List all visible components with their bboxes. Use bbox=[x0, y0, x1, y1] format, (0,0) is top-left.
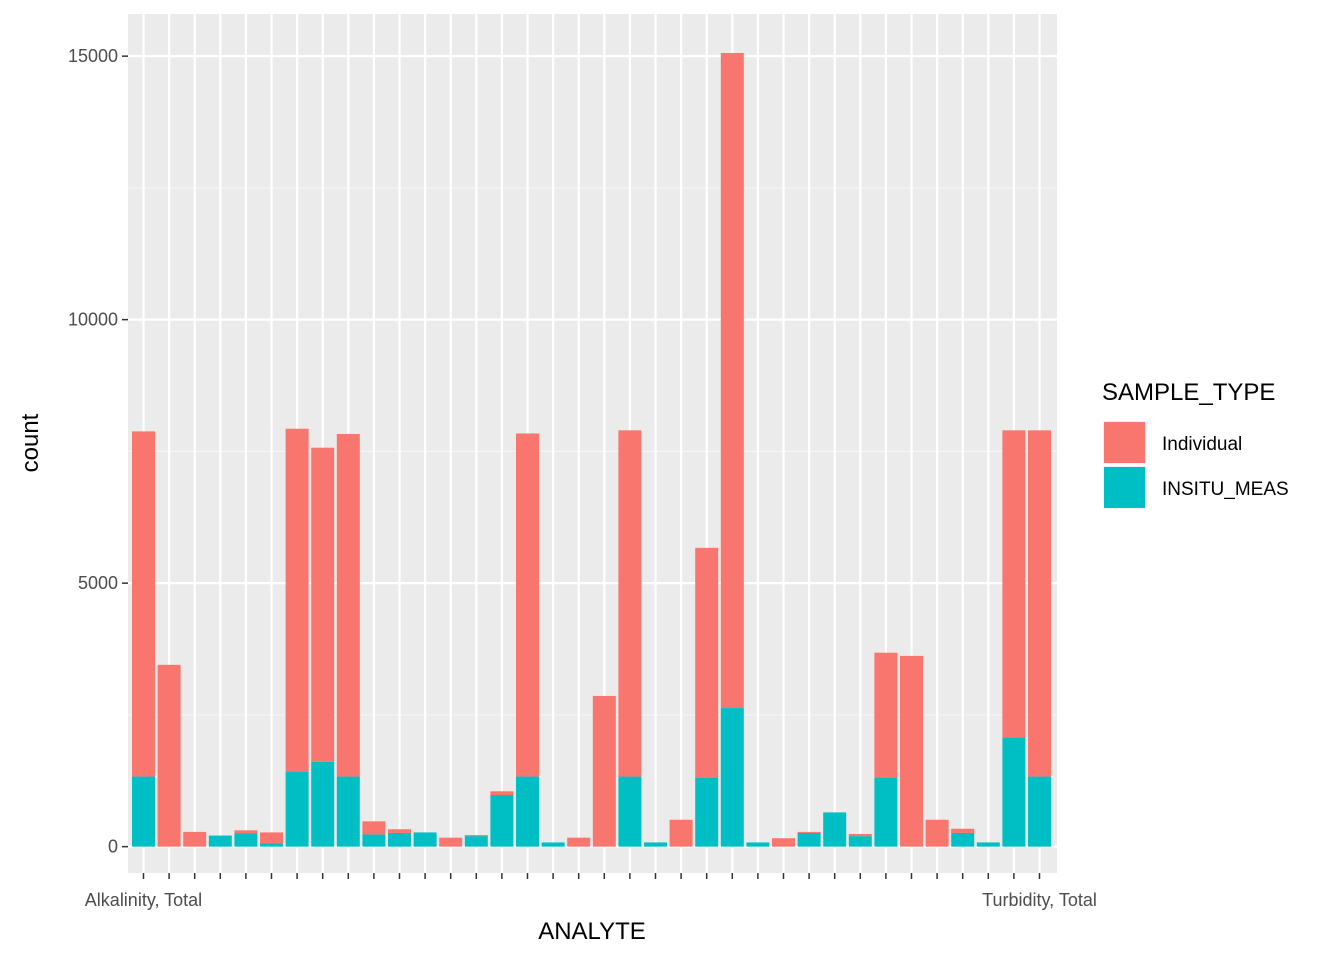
legend-key bbox=[1104, 422, 1145, 463]
bar-insitu-meas bbox=[208, 835, 232, 847]
bar-insitu-meas bbox=[388, 832, 411, 847]
legend-label: Individual bbox=[1162, 434, 1242, 455]
legend: SAMPLE_TYPE Individual INSITU_MEAS bbox=[1102, 379, 1289, 509]
bar-insitu-meas bbox=[644, 842, 667, 847]
bar-insitu-meas bbox=[490, 795, 514, 847]
bar-individual bbox=[388, 829, 411, 833]
bar-individual bbox=[132, 431, 155, 777]
bar-individual bbox=[311, 447, 335, 762]
bar-insitu-meas bbox=[413, 832, 437, 847]
x-tick-label: Turbidity, Total bbox=[982, 890, 1097, 910]
bar-insitu-meas bbox=[516, 776, 539, 847]
bar-individual bbox=[567, 837, 591, 847]
bar-individual bbox=[925, 819, 949, 847]
bar-insitu-meas bbox=[848, 836, 872, 847]
bar-insitu-meas bbox=[695, 777, 719, 847]
bar-insitu-meas bbox=[797, 832, 821, 847]
bar-individual bbox=[490, 791, 514, 796]
bar-insitu-meas bbox=[618, 776, 642, 847]
bar-insitu-meas bbox=[362, 834, 386, 847]
legend-label: INSITU_MEAS bbox=[1162, 479, 1289, 500]
bar-individual bbox=[772, 838, 795, 847]
bar-individual bbox=[669, 819, 693, 847]
bar-individual bbox=[464, 835, 488, 837]
bar-insitu-meas bbox=[1028, 776, 1051, 847]
y-axis: 0 5000 10000 15000 bbox=[68, 46, 128, 857]
bar-insitu-meas bbox=[336, 776, 360, 847]
x-tick-label: Alkalinity, Total bbox=[85, 890, 202, 910]
bar-insitu-meas bbox=[541, 842, 565, 847]
bar-individual bbox=[516, 433, 539, 777]
bar-insitu-meas bbox=[823, 812, 847, 847]
bar-insitu-meas bbox=[874, 777, 898, 847]
bar-individual bbox=[951, 828, 975, 833]
bar-individual bbox=[336, 434, 360, 777]
bar-individual bbox=[592, 695, 616, 847]
bar-individual bbox=[874, 652, 898, 778]
bar-insitu-meas bbox=[720, 708, 744, 847]
bar-insitu-meas bbox=[260, 843, 283, 847]
bar-individual bbox=[285, 428, 309, 772]
bar-individual bbox=[183, 831, 207, 847]
bar-individual bbox=[618, 430, 642, 777]
bar-insitu-meas bbox=[234, 833, 258, 847]
y-tick-label: 10000 bbox=[68, 310, 118, 330]
y-axis-title: count bbox=[17, 413, 44, 472]
bar-individual bbox=[797, 831, 821, 833]
bar-individual bbox=[1028, 430, 1051, 777]
bar-individual bbox=[720, 52, 744, 709]
bar-insitu-meas bbox=[132, 776, 155, 847]
bar-individual bbox=[362, 821, 386, 835]
bar-insitu-meas bbox=[1002, 737, 1026, 847]
bar-insitu-meas bbox=[285, 771, 309, 847]
bar-insitu-meas bbox=[464, 836, 488, 847]
bar-individual bbox=[1002, 430, 1026, 738]
x-axis-title: ANALYTE bbox=[538, 918, 646, 945]
bar-individual bbox=[900, 655, 923, 847]
y-tick-label: 15000 bbox=[68, 46, 118, 66]
bar-insitu-meas bbox=[976, 842, 1000, 847]
bar-insitu-meas bbox=[311, 761, 335, 847]
bar-insitu-meas bbox=[951, 832, 975, 847]
bar-individual bbox=[234, 830, 258, 834]
bars bbox=[132, 52, 1051, 847]
x-axis: Alkalinity, Total Turbidity, Total bbox=[85, 873, 1097, 910]
bar-insitu-meas bbox=[746, 842, 770, 847]
bar-individual bbox=[695, 547, 719, 778]
bar-individual bbox=[439, 837, 463, 847]
bar-individual bbox=[848, 834, 872, 837]
legend-key bbox=[1104, 467, 1145, 508]
bar-individual bbox=[260, 832, 283, 844]
y-tick-label: 0 bbox=[108, 837, 118, 857]
y-tick-label: 5000 bbox=[78, 573, 118, 593]
bar-individual bbox=[157, 664, 181, 847]
legend-title: SAMPLE_TYPE bbox=[1102, 379, 1275, 406]
